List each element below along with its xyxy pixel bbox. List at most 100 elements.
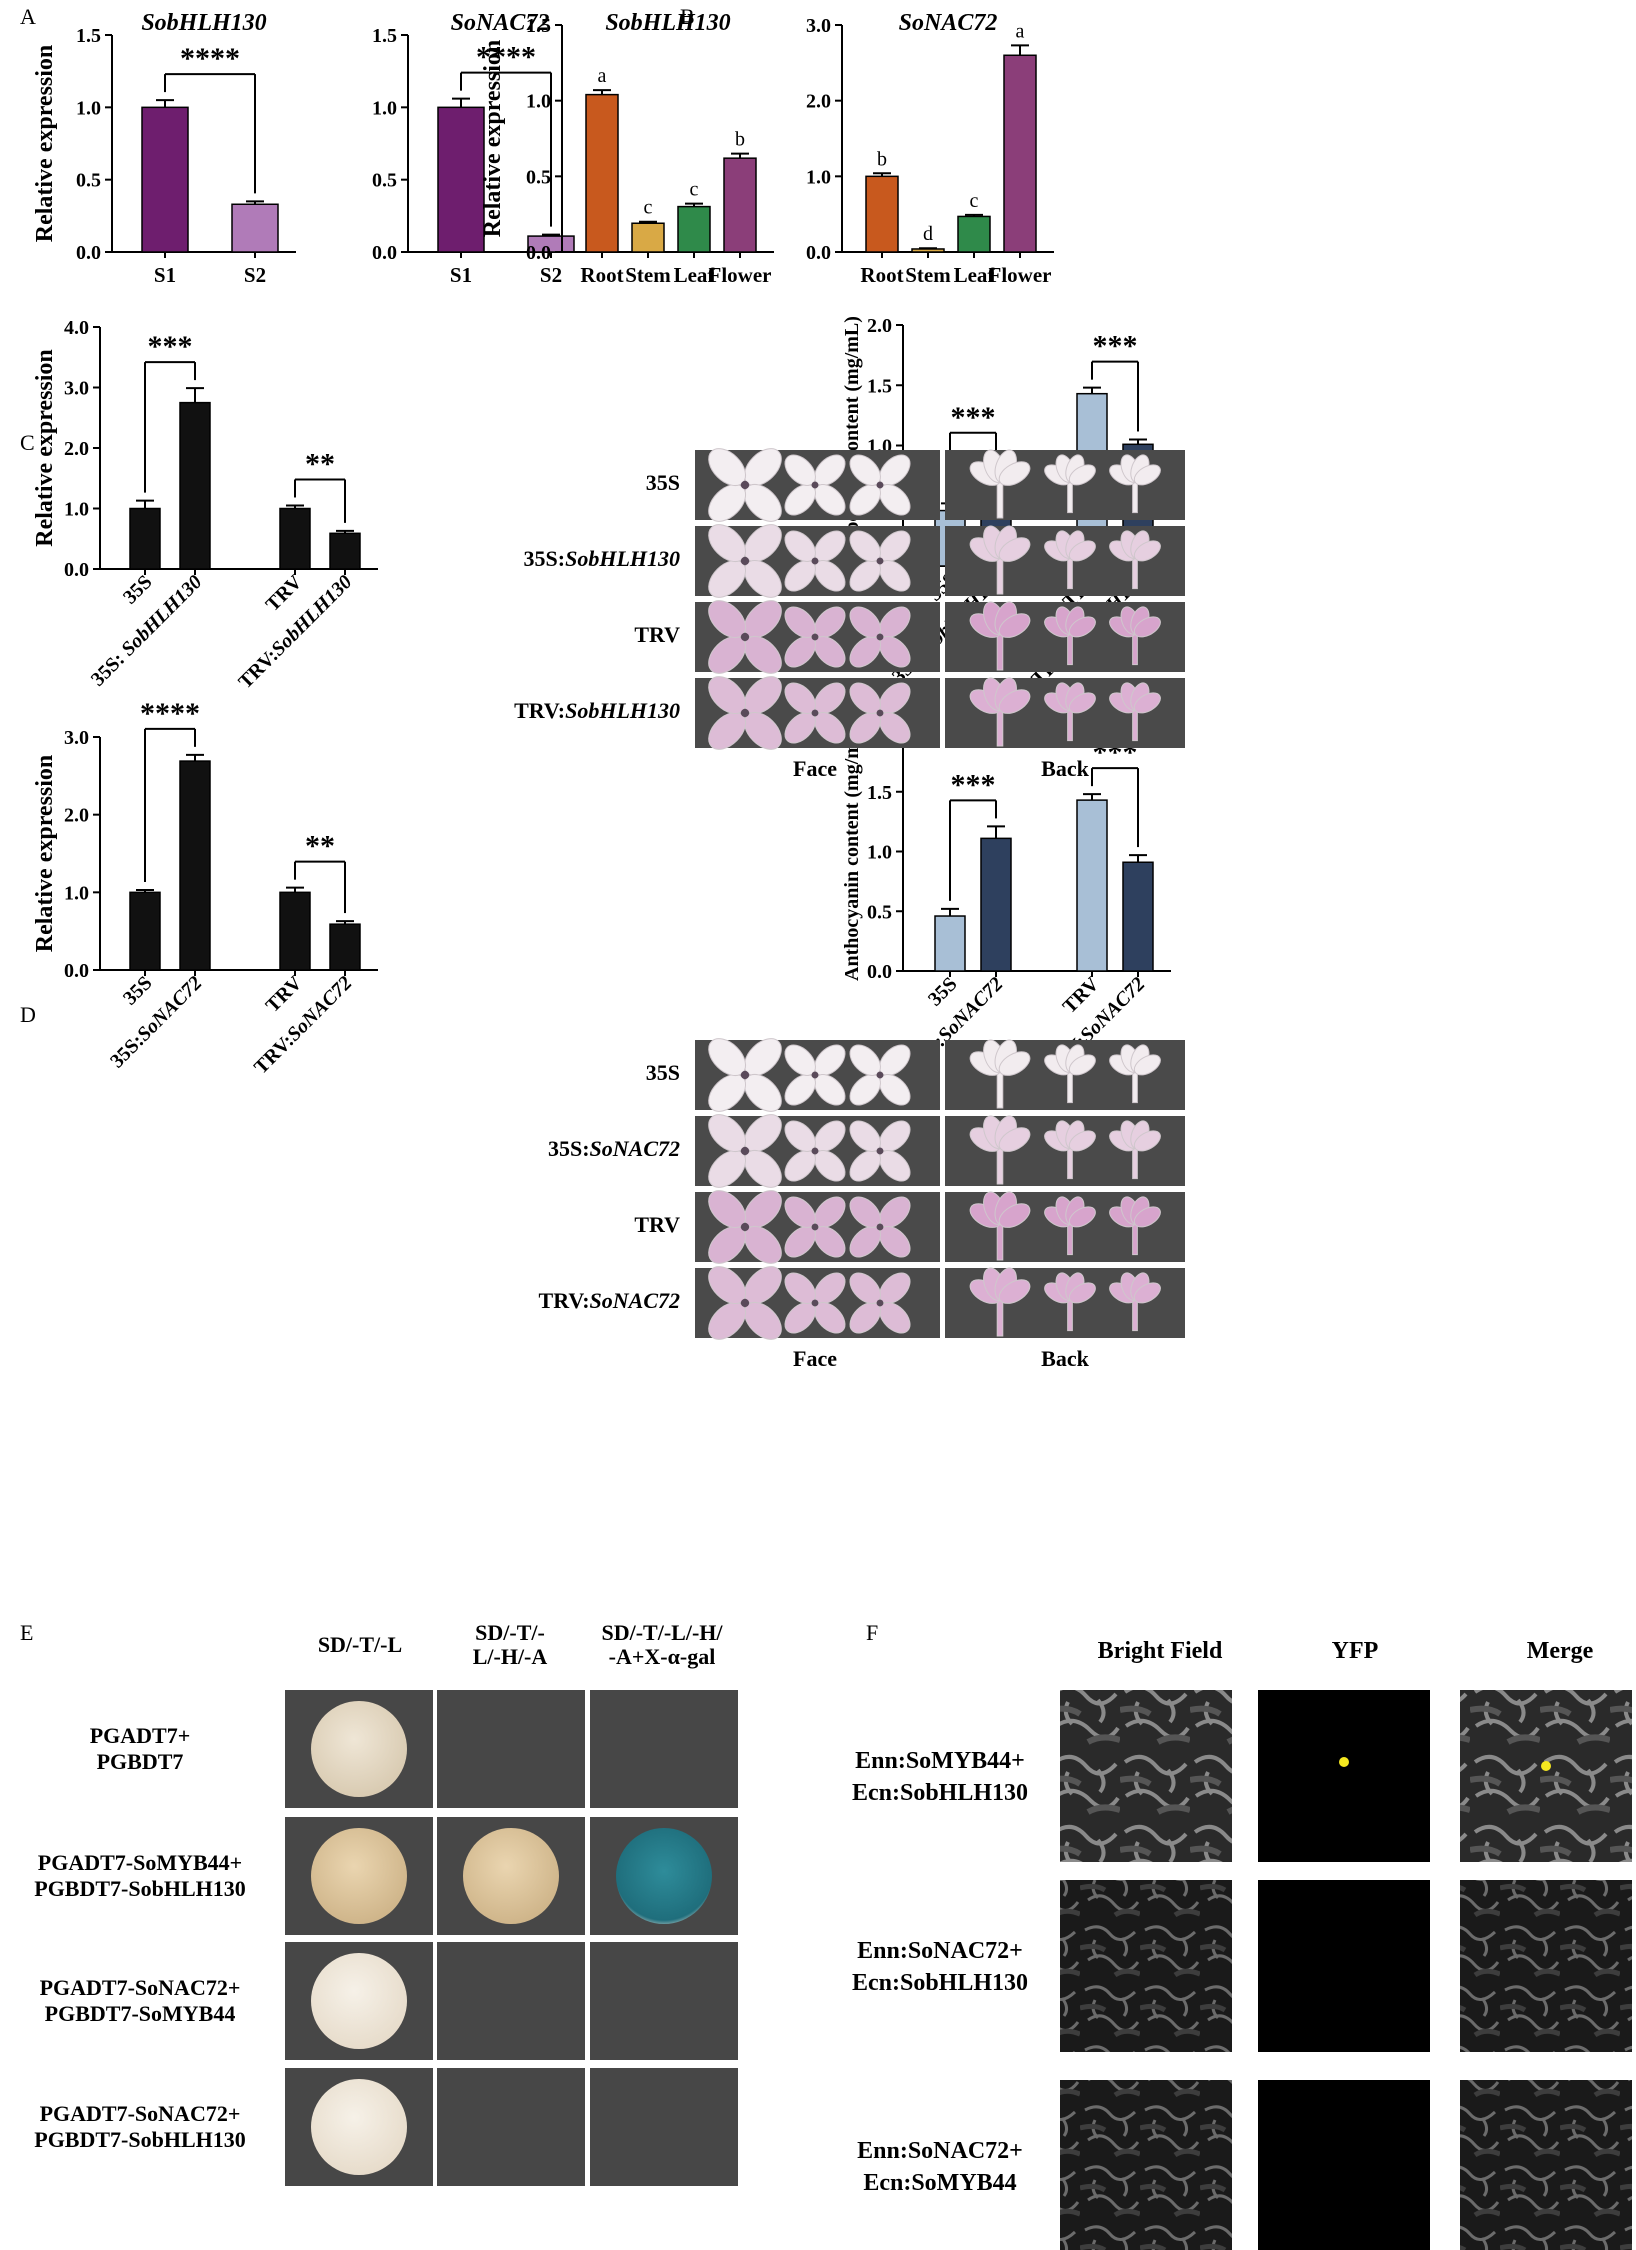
petal xyxy=(1133,692,1161,714)
flower xyxy=(708,448,782,522)
yfp-image xyxy=(1258,1880,1430,2052)
label-plain-part: 35S xyxy=(646,1060,680,1085)
label-plain-part: 35S xyxy=(119,571,157,609)
bar xyxy=(1076,799,1108,972)
plate-cell xyxy=(437,1690,585,1808)
y-tick-label: 0.0 xyxy=(806,242,831,264)
flower xyxy=(1044,1196,1096,1256)
column-label-face: Face xyxy=(793,756,837,781)
photo-row-label: TRV xyxy=(634,1212,680,1237)
panel-letter-b: B xyxy=(680,4,695,29)
y-tick-label: 1.0 xyxy=(64,882,89,904)
text-line: Enn:SoMYB44+ xyxy=(855,1748,1025,1774)
y-tick-label: 0.5 xyxy=(76,170,101,192)
flower xyxy=(969,449,1031,519)
flower xyxy=(784,682,846,744)
y-tick-label: 3.0 xyxy=(64,378,89,400)
flower-tube xyxy=(1132,633,1138,666)
flower xyxy=(1044,530,1096,590)
panel-letter-e: E xyxy=(20,1620,33,1645)
panel-letter-a: A xyxy=(20,4,36,29)
y-tick-label: 0.0 xyxy=(64,559,89,581)
column-label-face: Face xyxy=(793,1346,837,1371)
y-tick-label: 0.0 xyxy=(526,242,551,264)
x-tick-label: S1 xyxy=(450,263,472,287)
significance-stars: **** xyxy=(140,697,200,730)
merge-image xyxy=(1460,2080,1632,2250)
y-tick-label: 1.0 xyxy=(867,842,892,864)
text-line: PGADT7-SoNAC72+ xyxy=(40,1975,241,2000)
x-tick-label: Stem xyxy=(625,263,671,287)
flower-tube xyxy=(1132,557,1138,590)
photo-row-label: 35S:SobHLH130 xyxy=(524,546,680,571)
y-axis-label: Anthocyanin content (mg/mL) xyxy=(841,722,863,981)
photo-row-label: TRV xyxy=(634,622,680,647)
bar xyxy=(141,106,189,253)
flower xyxy=(849,454,911,516)
bar xyxy=(279,507,311,570)
flower-center xyxy=(876,557,884,565)
label-plain-part: TRV: xyxy=(514,698,565,723)
flower-center xyxy=(876,1071,884,1079)
bar xyxy=(980,837,1012,972)
flower-center xyxy=(740,632,750,642)
text-line: Enn:SoNAC72+ xyxy=(857,1938,1023,1964)
flower xyxy=(849,1272,911,1334)
column-header: YFP xyxy=(1332,1638,1379,1664)
text-line: SD/-T/- xyxy=(475,1620,545,1645)
significance-stars: *** xyxy=(951,401,996,434)
text-line: SD/-T/-L/-H/ xyxy=(601,1620,723,1645)
significance-bracket: **** xyxy=(164,42,256,194)
text-line: Ecn:SoMYB44 xyxy=(863,2170,1016,2196)
petal xyxy=(1068,616,1096,638)
flower xyxy=(849,606,911,668)
chart-d-expression: 0.0 1.0 2.0 3.0 Relative expression 35S35S:So… xyxy=(32,697,378,1078)
column-label-back: Back xyxy=(1041,756,1089,781)
significance-bracket: ** xyxy=(294,447,346,523)
flower-tube xyxy=(1132,709,1138,742)
label-plain-part: 35S xyxy=(119,972,157,1010)
flower-tube xyxy=(1132,1223,1138,1256)
blue-colony xyxy=(616,1828,712,1924)
y-tick-label: 1.0 xyxy=(526,91,551,113)
significance-bracket: **** xyxy=(140,697,200,883)
bar xyxy=(179,760,211,971)
panel-letters: A B C D E F xyxy=(20,4,878,1645)
significance-stars: ** xyxy=(305,447,335,480)
x-tick-label: 35S xyxy=(119,972,157,1010)
flower-tube xyxy=(1067,1071,1073,1104)
row-label: PGADT7-SoNAC72+ PGBDT7-SoMYB44 xyxy=(40,1975,241,2026)
flower xyxy=(1109,1196,1161,1256)
y-axis-label: Relative expression xyxy=(32,755,58,953)
x-tick-label: Leaf xyxy=(954,263,996,287)
flower-center xyxy=(740,1222,750,1232)
bar xyxy=(677,205,711,253)
x-tick-label: Stem xyxy=(905,263,951,287)
y-tick-label: 1.5 xyxy=(867,375,892,397)
column-label-back: Back xyxy=(1041,1346,1089,1371)
panel-letter-c: C xyxy=(20,430,35,455)
y-tick-label: 1.5 xyxy=(867,782,892,804)
text-line: PGADT7+ xyxy=(90,1723,191,1748)
petal xyxy=(1068,692,1096,714)
flower xyxy=(969,1267,1031,1337)
bar xyxy=(329,923,361,971)
yfp-image xyxy=(1258,1690,1430,1862)
bar xyxy=(437,106,485,253)
petal xyxy=(998,461,1031,486)
bar xyxy=(631,222,665,253)
significance-stars: ** xyxy=(305,830,335,863)
plate-cell xyxy=(590,1942,738,2060)
flower xyxy=(784,1044,846,1106)
merge-image xyxy=(1460,1690,1632,1862)
column-header: SD/-T/-L xyxy=(318,1632,402,1657)
significance-stars: *** xyxy=(951,768,996,801)
flower-tube xyxy=(1067,633,1073,666)
row-label: Enn:SoNAC72+ Ecn:SobHLH130 xyxy=(852,1938,1028,1996)
flower-tube xyxy=(996,557,1004,595)
y-tick-label: 1.0 xyxy=(372,97,397,119)
bar xyxy=(1122,861,1154,972)
flower-tube xyxy=(1132,1071,1138,1104)
